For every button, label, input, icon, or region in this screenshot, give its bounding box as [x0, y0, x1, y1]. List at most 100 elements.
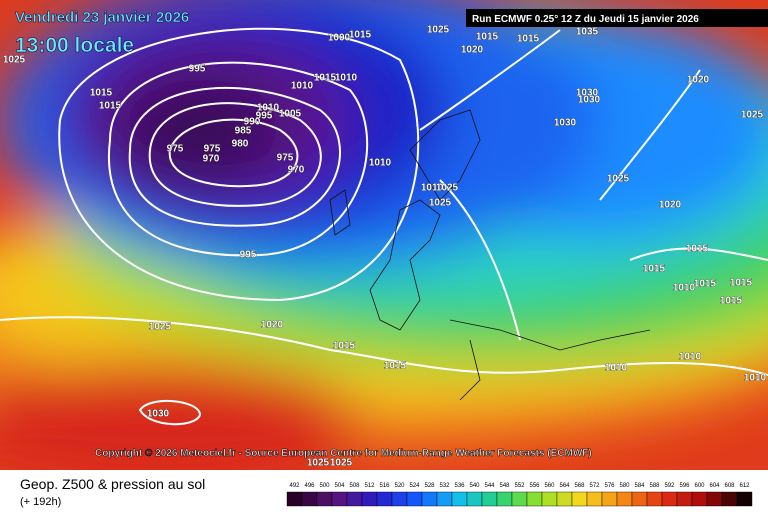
- pressure-label: 1005: [279, 109, 302, 120]
- pressure-label: 1025: [741, 110, 764, 121]
- pressure-label: 1015: [643, 264, 666, 275]
- legend-level: 552: [514, 483, 525, 489]
- legend-level: 504: [334, 483, 345, 489]
- legend-swatch: [646, 491, 663, 507]
- legend-level: 584: [634, 483, 645, 489]
- legend-level: 520: [394, 483, 405, 489]
- legend-swatch: [391, 491, 408, 507]
- legend-swatch: [451, 491, 468, 507]
- pressure-label: 1015: [384, 361, 407, 372]
- pressure-label: 1015: [720, 296, 743, 307]
- pressure-label: 970: [288, 165, 305, 176]
- legend-level: 588: [649, 483, 660, 489]
- legend-swatch: [601, 491, 618, 507]
- pressure-label: 1020: [659, 200, 682, 211]
- pressure-label: 1010: [744, 373, 767, 384]
- legend-swatch: [376, 491, 393, 507]
- pressure-label: 1010: [291, 81, 314, 92]
- legend-swatch: [631, 491, 648, 507]
- legend-swatch: [661, 491, 678, 507]
- pressure-label: 1025: [436, 183, 459, 194]
- legend-swatch: [436, 491, 453, 507]
- pressure-label: 1030: [554, 118, 577, 129]
- pressure-label: 1030: [147, 409, 170, 420]
- legend-level: 560: [544, 483, 555, 489]
- pressure-label: 1015: [349, 30, 372, 41]
- legend-level: 600: [694, 483, 705, 489]
- pressure-label: 1000: [328, 33, 351, 44]
- legend-level: 548: [499, 483, 510, 489]
- pressure-label: 1010: [605, 363, 628, 374]
- legend-swatch: [421, 491, 438, 507]
- pressure-label: 1035: [576, 27, 599, 38]
- legend-level: 592: [664, 483, 675, 489]
- legend-swatch: [706, 491, 723, 507]
- legend-swatch: [361, 491, 378, 507]
- legend-swatch: [301, 491, 318, 507]
- pressure-label: 1015: [694, 279, 717, 290]
- pressure-label: 995: [256, 111, 273, 122]
- pressure-label: 1015: [517, 34, 540, 45]
- pressure-label: 1015: [90, 88, 113, 99]
- legend-swatch: [691, 491, 708, 507]
- legend-level: 536: [454, 483, 465, 489]
- pressure-label: 1025: [429, 198, 452, 209]
- legend-level: 540: [469, 483, 480, 489]
- pressure-label: 970: [203, 154, 220, 165]
- legend-level: 508: [349, 483, 360, 489]
- pressure-label: 1030: [576, 88, 599, 99]
- legend-level: 544: [484, 483, 495, 489]
- legend-level: 512: [364, 483, 375, 489]
- legend-level: 612: [739, 483, 750, 489]
- local-time: 13:00 locale: [15, 34, 134, 57]
- pressure-label: 1030: [578, 95, 601, 106]
- pressure-label: 1025: [330, 458, 353, 469]
- legend-level: 524: [409, 483, 420, 489]
- legend-swatch: [481, 491, 498, 507]
- pressure-label: 1015: [476, 32, 499, 43]
- pressure-label: 1015: [99, 101, 122, 112]
- legend-swatch: [406, 491, 423, 507]
- legend-level: 556: [529, 483, 540, 489]
- pressure-label: 1025: [3, 55, 26, 66]
- legend-swatch: [496, 491, 513, 507]
- pressure-label: 1020: [261, 320, 284, 331]
- legend-level: 500: [319, 483, 330, 489]
- pressure-label: 1025: [427, 25, 450, 36]
- legend-level: 604: [709, 483, 720, 489]
- pressure-label: 975: [167, 144, 184, 155]
- pressure-label: 1025: [607, 174, 630, 185]
- legend-swatch: [286, 491, 303, 507]
- pressure-label: 1015: [686, 244, 709, 255]
- pressure-label: 995: [240, 250, 257, 261]
- pressure-label: 985: [235, 126, 252, 137]
- legend-level: 516: [379, 483, 390, 489]
- pressure-label: 1015: [730, 278, 753, 289]
- pressure-label: 1015: [333, 341, 356, 352]
- pressure-label: 1010: [335, 73, 358, 84]
- pressure-label: 995: [189, 64, 206, 75]
- pressure-label: 1010: [679, 352, 702, 363]
- pressure-label: 975: [277, 153, 294, 164]
- pressure-label: 1010: [369, 158, 392, 169]
- legend-swatch: [466, 491, 483, 507]
- pressure-label: 1020: [687, 75, 710, 86]
- legend-swatch: [556, 491, 573, 507]
- lead-time: (+ 192h): [20, 496, 61, 508]
- legend-level: 532: [439, 483, 450, 489]
- copyright: Copyright © 2026 Meteociel.fr - Source E…: [95, 448, 592, 459]
- legend-level: 572: [589, 483, 600, 489]
- pressure-label: 1010: [673, 283, 696, 294]
- legend-swatch: [316, 491, 333, 507]
- legend-level: 528: [424, 483, 435, 489]
- legend-swatch: [346, 491, 363, 507]
- legend-level: 580: [619, 483, 630, 489]
- legend-swatch: [511, 491, 528, 507]
- pressure-label: 990: [244, 117, 261, 128]
- pressure-label: 975: [204, 144, 221, 155]
- legend-level: 608: [724, 483, 735, 489]
- run-box: [466, 9, 768, 27]
- legend-swatch: [571, 491, 588, 507]
